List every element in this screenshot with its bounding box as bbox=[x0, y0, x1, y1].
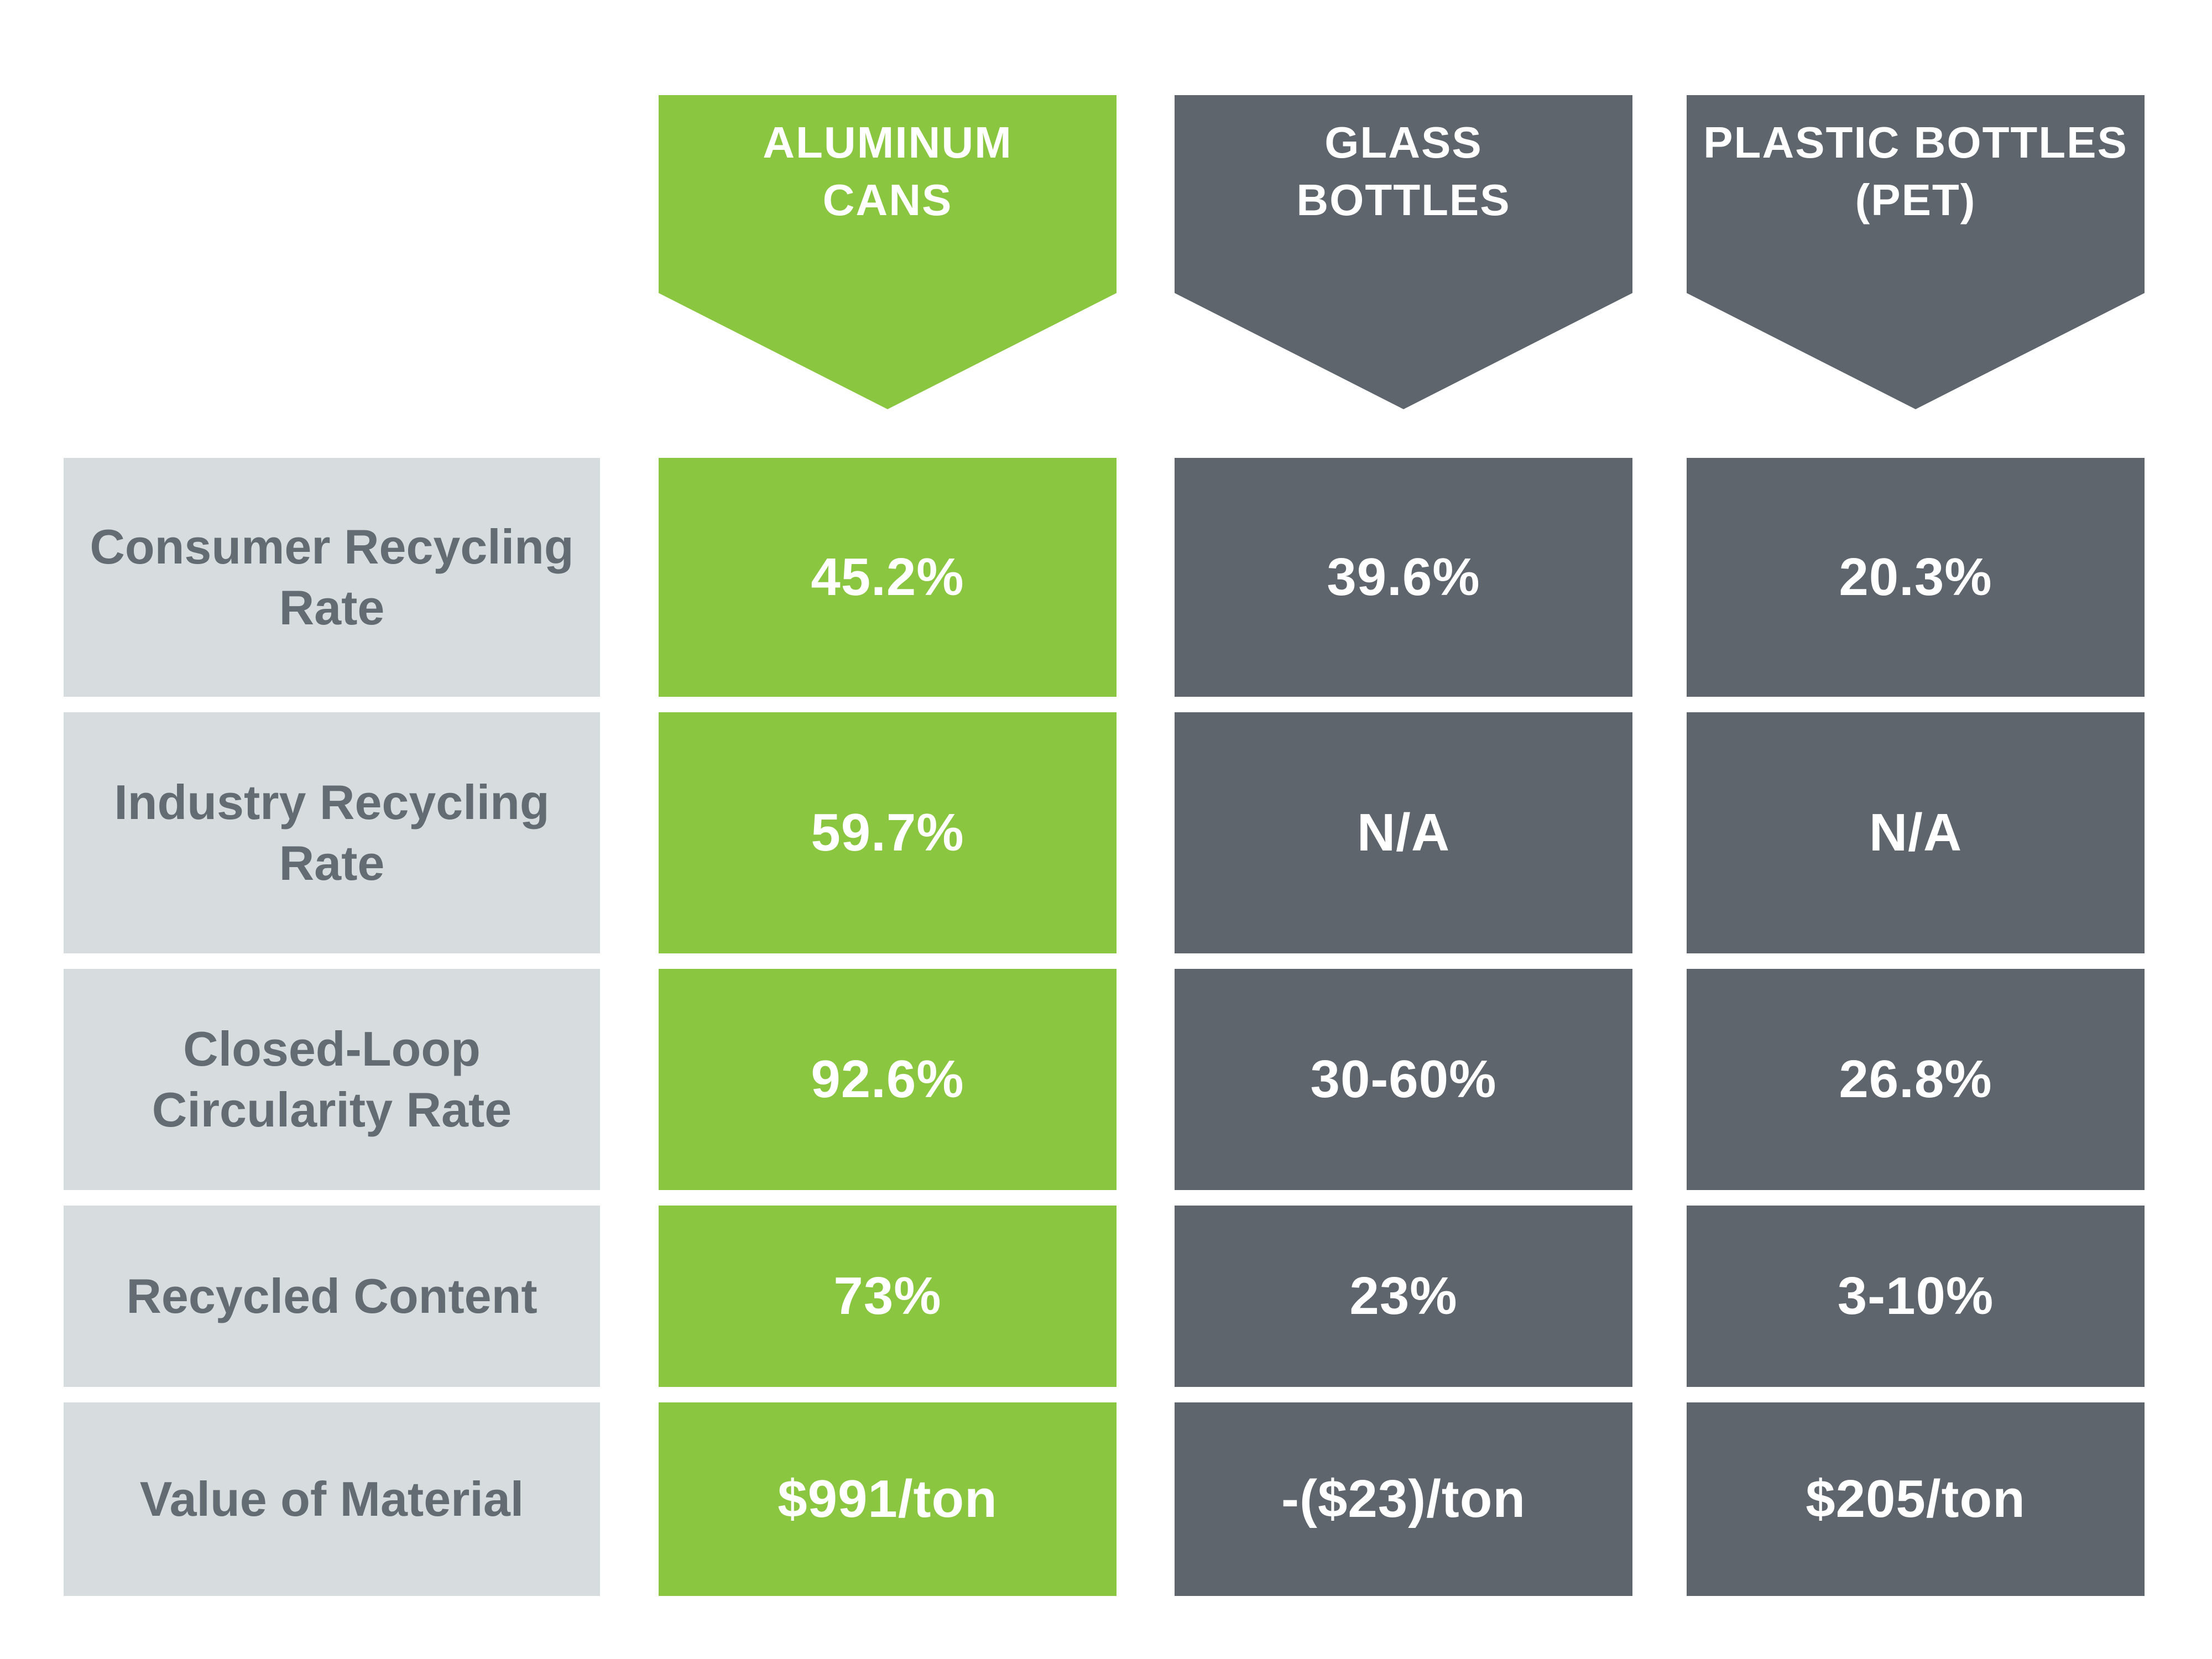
row-label-consumer-recycling-rate: Consumer Recycling Rate bbox=[64, 458, 600, 697]
header-pennant-plastic-bottles: PLASTIC BOTTLES (PET) bbox=[1687, 95, 2145, 409]
cell-industry-recycling-rate-plastic: N/A bbox=[1687, 712, 2145, 953]
cell-recycled-content-glass: 23% bbox=[1175, 1206, 1632, 1387]
cell-value-of-material-aluminum: $991/ton bbox=[659, 1402, 1117, 1596]
cell-value-of-material-plastic: $205/ton bbox=[1687, 1402, 2145, 1596]
row-label-recycled-content: Recycled Content bbox=[64, 1206, 600, 1387]
header-pennant-glass-bottles: GLASS BOTTLES bbox=[1175, 95, 1632, 409]
cell-industry-recycling-rate-aluminum: 59.7% bbox=[659, 712, 1117, 953]
row-label-closed-loop-circularity-rate: Closed-Loop Circularity Rate bbox=[64, 969, 600, 1190]
cell-closed-loop-circularity-rate-plastic: 26.8% bbox=[1687, 969, 2145, 1190]
header-label-glass-bottles: GLASS BOTTLES bbox=[1296, 118, 1511, 225]
row-label-value-of-material: Value of Material bbox=[64, 1402, 600, 1596]
cell-industry-recycling-rate-glass: N/A bbox=[1175, 712, 1632, 953]
cell-consumer-recycling-rate-plastic: 20.3% bbox=[1687, 458, 2145, 697]
cell-recycled-content-plastic: 3-10% bbox=[1687, 1206, 2145, 1387]
cell-closed-loop-circularity-rate-glass: 30-60% bbox=[1175, 969, 1632, 1190]
cell-consumer-recycling-rate-aluminum: 45.2% bbox=[659, 458, 1117, 697]
cell-recycled-content-aluminum: 73% bbox=[659, 1206, 1117, 1387]
cell-consumer-recycling-rate-glass: 39.6% bbox=[1175, 458, 1632, 697]
cell-closed-loop-circularity-rate-aluminum: 92.6% bbox=[659, 969, 1117, 1190]
cell-value-of-material-glass: -($23)/ton bbox=[1175, 1402, 1632, 1596]
row-label-industry-recycling-rate: Industry Recycling Rate bbox=[64, 712, 600, 953]
header-pennant-aluminum-cans: ALUMINUM CANS bbox=[659, 95, 1117, 409]
header-label-plastic-bottles: PLASTIC BOTTLES (PET) bbox=[1703, 118, 2128, 225]
header-label-aluminum-cans: ALUMINUM CANS bbox=[763, 118, 1013, 225]
